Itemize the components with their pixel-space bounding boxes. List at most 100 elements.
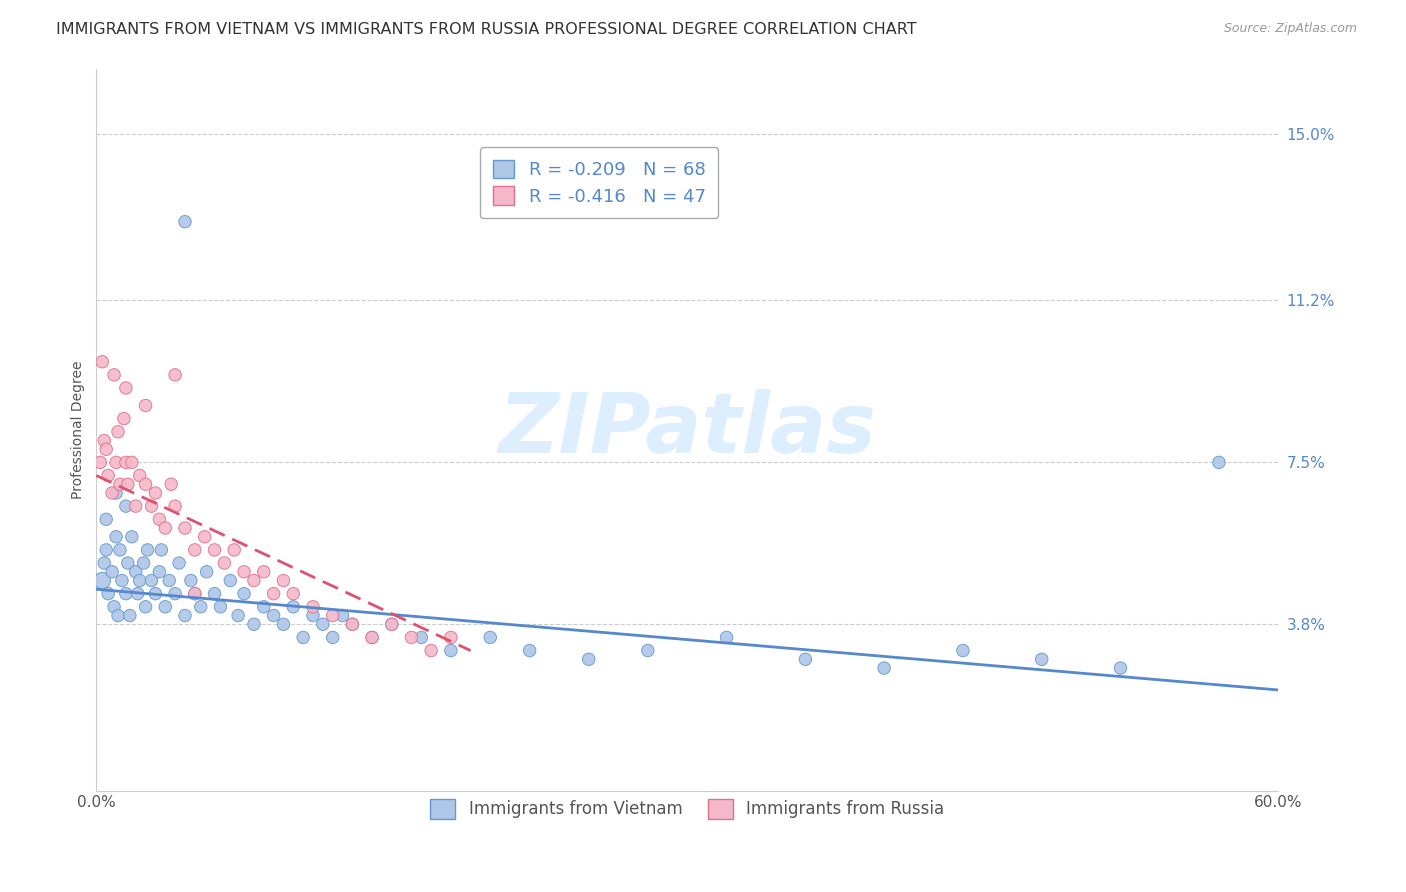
Point [420, 643, 443, 657]
Point [381, 617, 404, 632]
Point [125, 499, 148, 513]
Point [128, 468, 150, 483]
Point [97, 587, 120, 601]
Point [190, 599, 212, 614]
Point [873, 661, 896, 675]
Point [233, 565, 256, 579]
Point [93, 434, 115, 448]
Point [145, 486, 167, 500]
Point [273, 574, 295, 588]
Point [302, 599, 325, 614]
Point [209, 599, 232, 614]
Point [283, 587, 305, 601]
Point [132, 556, 155, 570]
Point [204, 542, 226, 557]
Point [184, 542, 207, 557]
Point [118, 608, 141, 623]
Point [263, 608, 285, 623]
Point [302, 608, 325, 623]
Point [381, 617, 404, 632]
Point [157, 574, 180, 588]
Point [440, 631, 463, 645]
Point [479, 631, 502, 645]
Point [322, 631, 344, 645]
Point [243, 617, 266, 632]
Point [184, 587, 207, 601]
Text: Source: ZipAtlas.com: Source: ZipAtlas.com [1223, 22, 1357, 36]
Point [111, 574, 134, 588]
Point [155, 521, 177, 535]
Point [141, 574, 163, 588]
Point [107, 608, 129, 623]
Point [253, 599, 276, 614]
Point [716, 631, 738, 645]
Point [440, 643, 463, 657]
Point [136, 542, 159, 557]
Point [148, 565, 170, 579]
Point [115, 499, 138, 513]
Point [174, 215, 197, 229]
Point [115, 587, 138, 601]
Point [101, 486, 124, 500]
Point [224, 542, 246, 557]
Point [174, 608, 197, 623]
Point [194, 530, 217, 544]
Legend: Immigrants from Vietnam, Immigrants from Russia: Immigrants from Vietnam, Immigrants from… [423, 792, 950, 826]
Point [93, 556, 115, 570]
Point [135, 599, 157, 614]
Point [121, 455, 143, 469]
Point [97, 468, 120, 483]
Point [96, 442, 118, 457]
Point [1031, 652, 1053, 666]
Point [167, 556, 190, 570]
Point [121, 530, 143, 544]
Point [578, 652, 600, 666]
Point [952, 643, 974, 657]
Point [401, 631, 423, 645]
Point [135, 477, 157, 491]
Point [108, 477, 131, 491]
Point [361, 631, 384, 645]
Point [101, 565, 124, 579]
Point [91, 574, 114, 588]
Point [112, 411, 135, 425]
Point [141, 499, 163, 513]
Point [233, 587, 256, 601]
Point [155, 599, 177, 614]
Point [105, 530, 128, 544]
Point [150, 542, 173, 557]
Point [165, 368, 187, 382]
Point [214, 556, 236, 570]
Point [107, 425, 129, 439]
Point [263, 587, 285, 601]
Point [96, 512, 118, 526]
Point [411, 631, 433, 645]
Point [1208, 455, 1230, 469]
Point [135, 399, 157, 413]
Point [108, 542, 131, 557]
Text: IMMIGRANTS FROM VIETNAM VS IMMIGRANTS FROM RUSSIA PROFESSIONAL DEGREE CORRELATIO: IMMIGRANTS FROM VIETNAM VS IMMIGRANTS FR… [56, 22, 917, 37]
Point [219, 574, 242, 588]
Point [1109, 661, 1132, 675]
Point [148, 512, 170, 526]
Point [115, 381, 138, 395]
Point [128, 574, 150, 588]
Point [794, 652, 817, 666]
Point [165, 587, 187, 601]
Point [322, 608, 344, 623]
Point [184, 587, 207, 601]
Point [637, 643, 659, 657]
Point [312, 617, 335, 632]
Point [165, 499, 187, 513]
Point [103, 599, 125, 614]
Point [174, 521, 197, 535]
Point [127, 587, 149, 601]
Point [273, 617, 295, 632]
Y-axis label: Professional Degree: Professional Degree [72, 360, 86, 499]
Point [195, 565, 218, 579]
Point [117, 556, 139, 570]
Point [332, 608, 354, 623]
Text: ZIPatlas: ZIPatlas [498, 389, 876, 470]
Point [342, 617, 364, 632]
Point [253, 565, 276, 579]
